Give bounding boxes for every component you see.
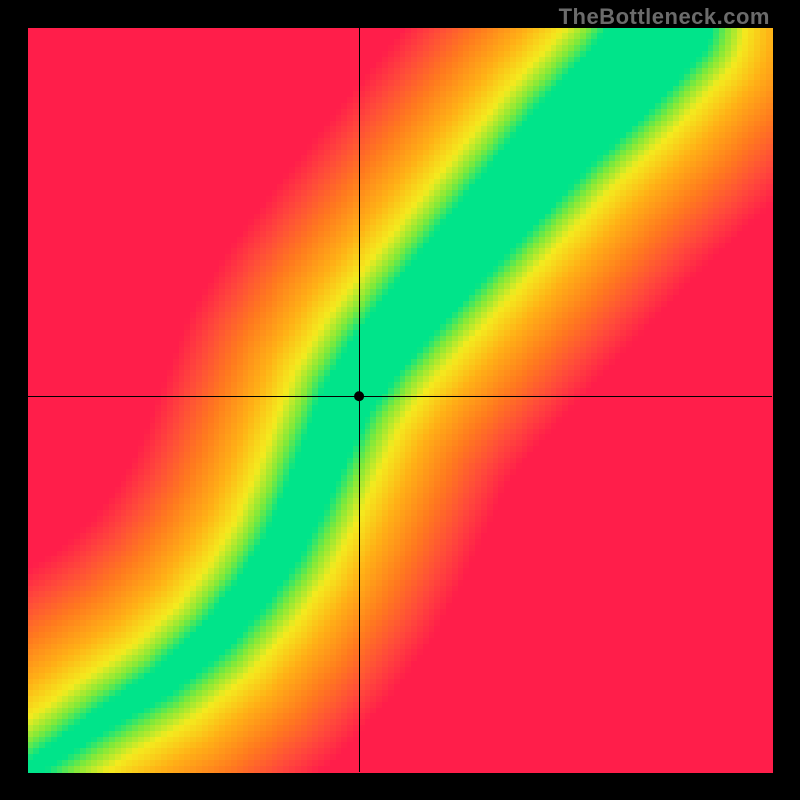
watermark-text: TheBottleneck.com (559, 4, 770, 30)
stage: TheBottleneck.com (0, 0, 800, 800)
heatmap-canvas (0, 0, 800, 800)
